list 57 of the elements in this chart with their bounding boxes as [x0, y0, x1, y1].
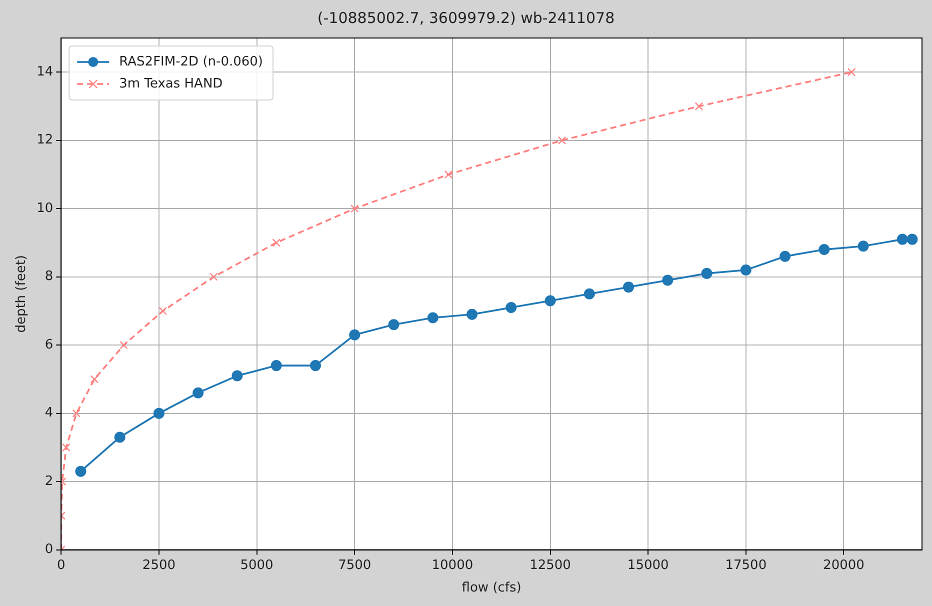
- x-tick-label: 15000: [627, 558, 669, 573]
- point: [75, 466, 86, 477]
- point: [388, 319, 400, 330]
- y-tick-label: 6: [44, 337, 54, 352]
- point: [232, 370, 243, 382]
- point: [858, 240, 869, 252]
- x-tick-label: 10000: [432, 558, 474, 573]
- y-tick-label: 0: [44, 542, 54, 558]
- point: [158, 306, 168, 316]
- point: [584, 288, 595, 300]
- x-tick-label: 5000: [240, 558, 274, 573]
- x-tick-label: 12500: [530, 558, 571, 573]
- point: [444, 170, 453, 179]
- point: [558, 136, 566, 144]
- x-tick-label: 7500: [338, 558, 372, 573]
- point: [780, 250, 791, 262]
- point: [62, 443, 70, 452]
- point: [90, 375, 99, 384]
- point: [120, 340, 128, 350]
- y-axis-title: depth (feet): [14, 255, 30, 333]
- x-tick-label: 2500: [142, 558, 176, 573]
- point: [740, 264, 752, 276]
- y-tick-label: 10: [36, 200, 54, 216]
- legend-label: 3m Texas HAND: [119, 76, 223, 92]
- point: [210, 272, 218, 281]
- point: [272, 238, 280, 247]
- point: [544, 295, 556, 306]
- y-tick-label: 4: [44, 406, 54, 421]
- point: [506, 302, 517, 314]
- y-tick-label: 2: [44, 474, 54, 489]
- point: [701, 268, 712, 279]
- point: [623, 282, 634, 293]
- point: [270, 360, 282, 372]
- point: [662, 274, 674, 286]
- x-tick-label: 0: [57, 558, 66, 573]
- point: [72, 409, 81, 418]
- point: [310, 360, 321, 372]
- x-tick-label: 20000: [823, 558, 864, 573]
- point: [818, 244, 830, 256]
- y-tick-label: 8: [44, 269, 54, 284]
- point: [350, 204, 359, 213]
- x-axis-title: flow (cfs): [462, 580, 522, 596]
- y-tick-label: 12: [36, 132, 54, 148]
- point: [694, 102, 704, 110]
- point: [153, 408, 164, 419]
- x-tick-label: 17500: [725, 558, 767, 573]
- chart-title: (-10885002.7, 3609979.2) wb-2411078: [317, 8, 615, 27]
- y-tick-label: 14: [36, 64, 54, 80]
- point: [896, 234, 908, 245]
- point: [114, 432, 126, 443]
- point: [427, 312, 438, 324]
- point: [906, 234, 918, 245]
- point: [847, 68, 856, 76]
- legend-label: RAS2FIM-2D (n-0.060): [119, 54, 263, 70]
- point: [192, 387, 204, 398]
- point: [349, 329, 360, 340]
- point: [466, 308, 478, 320]
